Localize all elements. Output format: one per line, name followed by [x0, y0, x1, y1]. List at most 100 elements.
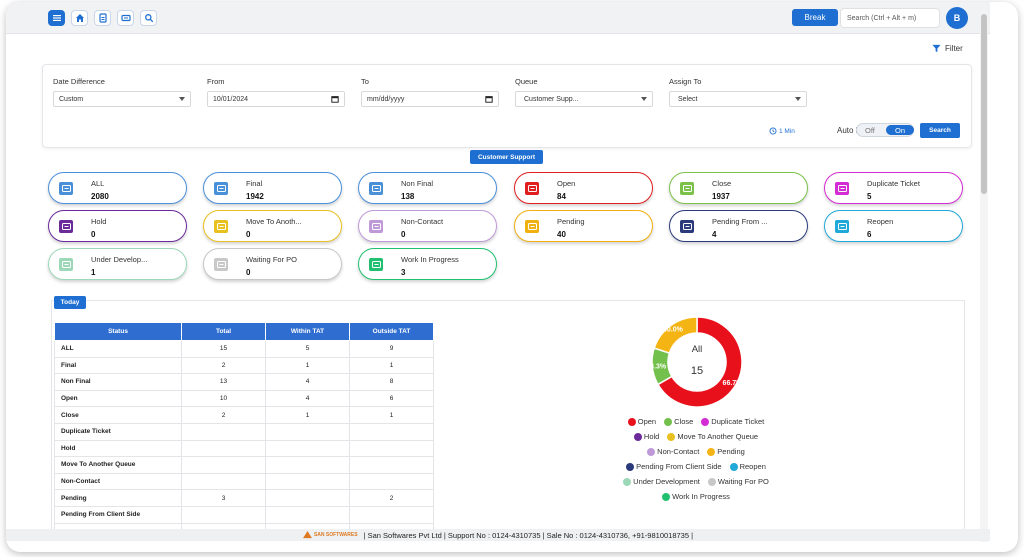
legend-label: Under Development	[633, 477, 700, 486]
card-label: Work In Progress	[401, 255, 459, 264]
status-card[interactable]: Work In Progress 3	[358, 248, 497, 280]
donut-slice[interactable]	[653, 316, 698, 354]
filter-button[interactable]: Filter	[932, 44, 963, 53]
legend-label: Reopen	[739, 462, 766, 471]
donut-slice[interactable]	[656, 316, 743, 408]
status-card[interactable]: Move To Anoth... 0	[203, 210, 342, 242]
scrollbar-track[interactable]	[980, 10, 988, 542]
ticket-icon	[214, 220, 228, 233]
status-card[interactable]: Non Final 138	[358, 172, 497, 204]
calendar-icon[interactable]	[485, 95, 493, 103]
calendar-icon[interactable]	[331, 95, 339, 103]
today-tag: Today	[54, 296, 86, 309]
ticket-icon	[680, 182, 694, 195]
status-card[interactable]: Non-Contact 0	[358, 210, 497, 242]
status-card[interactable]: Pending 40	[514, 210, 653, 242]
status-card[interactable]: Pending From ... 4	[669, 210, 808, 242]
card-label: Non Final	[401, 179, 434, 188]
chart-legend: Open Close Duplicate Ticket Hold Move To Ano…	[596, 414, 796, 504]
legend-item[interactable]: Pending From Client Side	[626, 462, 722, 471]
ticket-icon	[59, 182, 73, 195]
queue-value: Customer Supp...	[524, 95, 579, 103]
slice-percent-label: 66.7%	[723, 380, 744, 387]
document-icon[interactable]	[94, 10, 111, 26]
toggle-on-label[interactable]: On	[886, 125, 914, 135]
avatar[interactable]: B	[946, 7, 968, 29]
refresh-interval[interactable]: 1 Min	[769, 127, 795, 135]
ticket-icon[interactable]	[117, 10, 134, 26]
legend-item[interactable]: Close	[664, 417, 693, 426]
status-table: Status Total Within TAT Outside TAT ALL 1…	[54, 322, 434, 541]
legend-swatch	[662, 492, 671, 501]
card-count: 0	[91, 230, 96, 239]
assign-to-select[interactable]: Select	[669, 91, 807, 107]
toggle-off-label[interactable]: Off	[865, 126, 875, 135]
legend-item[interactable]: Under Development	[623, 477, 700, 486]
count-cell	[349, 472, 434, 491]
auto-refresh-toggle[interactable]: Off On	[856, 123, 914, 137]
status-name-cell: Pending	[54, 489, 182, 507]
queue-tag: Customer Support	[470, 150, 543, 164]
date-difference-value: Custom	[59, 95, 84, 103]
card-count: 6	[867, 230, 872, 239]
home-icon[interactable]	[71, 10, 88, 26]
status-card[interactable]: Waiting For PO 0	[203, 248, 342, 280]
status-card[interactable]: Under Develop... 1	[48, 248, 187, 280]
legend-item[interactable]: Reopen	[729, 462, 766, 471]
status-card[interactable]: Reopen 6	[824, 210, 963, 242]
to-date-input[interactable]: mm/dd/yyyy	[361, 91, 499, 107]
footer: SAN SOFTWARES | San Softwares Pvt Ltd | …	[6, 529, 990, 541]
logo-text: SAN SOFTWARES	[313, 532, 358, 538]
count-cell	[349, 505, 434, 524]
count-cell: 6	[349, 389, 434, 408]
count-cell	[265, 472, 350, 491]
ticket-icon	[525, 220, 539, 233]
column-header: Within TAT	[265, 322, 350, 341]
donut-center-label: All	[692, 344, 703, 355]
legend-row: Pending From Client Side Reopen	[596, 459, 796, 474]
legend-item[interactable]: Waiting For PO	[707, 477, 769, 486]
legend-item[interactable]: Open	[627, 417, 656, 426]
legend-item[interactable]: Duplicate Ticket	[701, 417, 764, 426]
legend-item[interactable]: Move To Another Queue	[667, 432, 758, 441]
status-card[interactable]: Close 1937	[669, 172, 808, 204]
menu-icon[interactable]	[48, 10, 65, 26]
status-name-cell: Final	[54, 356, 182, 375]
legend-swatch	[707, 477, 716, 486]
status-card[interactable]: Open 84	[514, 172, 653, 204]
card-count: 2080	[91, 192, 109, 201]
date-difference-select[interactable]: Custom	[53, 91, 191, 107]
to-date-value: mm/dd/yyyy	[367, 95, 405, 103]
count-cell	[265, 439, 350, 458]
status-card[interactable]: ALL 2080	[48, 172, 187, 204]
legend-swatch	[647, 447, 656, 456]
legend-item[interactable]: Hold	[633, 432, 659, 441]
status-card[interactable]: Hold 0	[48, 210, 187, 242]
card-count: 0	[401, 230, 406, 239]
assign-to-value: Select	[678, 95, 698, 103]
legend-item[interactable]: Work In Progress	[662, 492, 730, 501]
legend-label: Waiting For PO	[717, 477, 769, 486]
count-cell: 2	[181, 356, 266, 375]
search-button[interactable]: Search	[920, 123, 960, 138]
legend-swatch	[627, 417, 636, 426]
queue-select[interactable]: Customer Supp...	[515, 91, 653, 107]
legend-swatch	[707, 447, 716, 456]
count-cell: 4	[265, 389, 350, 408]
search-icon[interactable]	[140, 10, 157, 26]
legend-swatch	[626, 462, 635, 471]
logo-icon	[302, 531, 312, 539]
global-search-input[interactable]: Search (Ctrl + Alt + m)	[840, 8, 940, 28]
break-button[interactable]: Break	[792, 9, 838, 26]
scrollbar-thumb[interactable]	[981, 14, 987, 194]
slice-percent-label: 13.3%	[646, 364, 667, 371]
status-card[interactable]: Duplicate Ticket 5	[824, 172, 963, 204]
status-card[interactable]: Final 1942	[203, 172, 342, 204]
ticket-icon	[369, 258, 383, 271]
status-donut-chart: All 15 66.7% 13.3% 20.0%	[646, 316, 744, 408]
legend-item[interactable]: Pending	[707, 447, 745, 456]
legend-label: Duplicate Ticket	[711, 417, 765, 426]
count-cell: 10	[181, 389, 266, 408]
from-date-input[interactable]: 10/01/2024	[207, 91, 345, 107]
legend-item[interactable]: Non-Contact	[647, 447, 699, 456]
